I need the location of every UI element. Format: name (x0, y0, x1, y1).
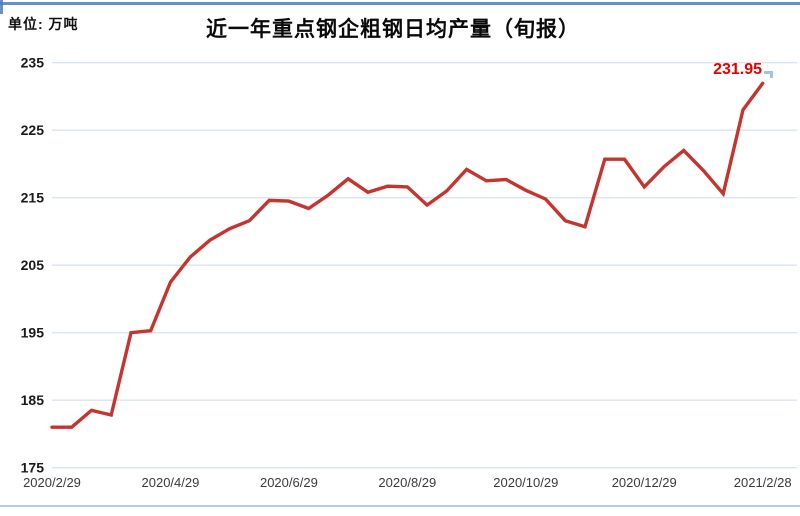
x-axis-tick-label: 2020/2/29 (23, 475, 81, 490)
x-axis-tick-label: 2020/10/29 (493, 475, 558, 490)
series-line (50, 81, 765, 429)
x-axis-tick-label: 2020/4/29 (142, 475, 200, 490)
chart-title: 近一年重点钢企粗钢日均产量（旬报） (206, 18, 580, 41)
window-top-border (0, 2, 800, 5)
x-axis-tick-label: 2020/8/29 (378, 475, 436, 490)
x-axis-tick-label: 2021/2/28 (734, 475, 792, 490)
y-axis-tick-label: 215 (21, 190, 45, 206)
y-axis-tick-label: 175 (21, 460, 45, 476)
last-value-label: 231.95 (713, 61, 762, 78)
window-left-border (0, 0, 3, 14)
y-axis-tick-label: 185 (21, 392, 45, 408)
y-axis-tick-label: 235 (21, 55, 45, 71)
y-axis-tick-label: 205 (21, 257, 45, 273)
window-bottom-border (0, 505, 800, 507)
endpoint-marker (764, 71, 773, 78)
y-axis-tick-label: 225 (21, 122, 45, 138)
x-axis-tick-label: 2020/12/29 (612, 475, 677, 490)
y-axis-tick-label: 195 (21, 325, 45, 341)
unit-label: 单位: 万吨 (8, 16, 79, 32)
x-axis-tick-label: 2020/6/29 (260, 475, 318, 490)
